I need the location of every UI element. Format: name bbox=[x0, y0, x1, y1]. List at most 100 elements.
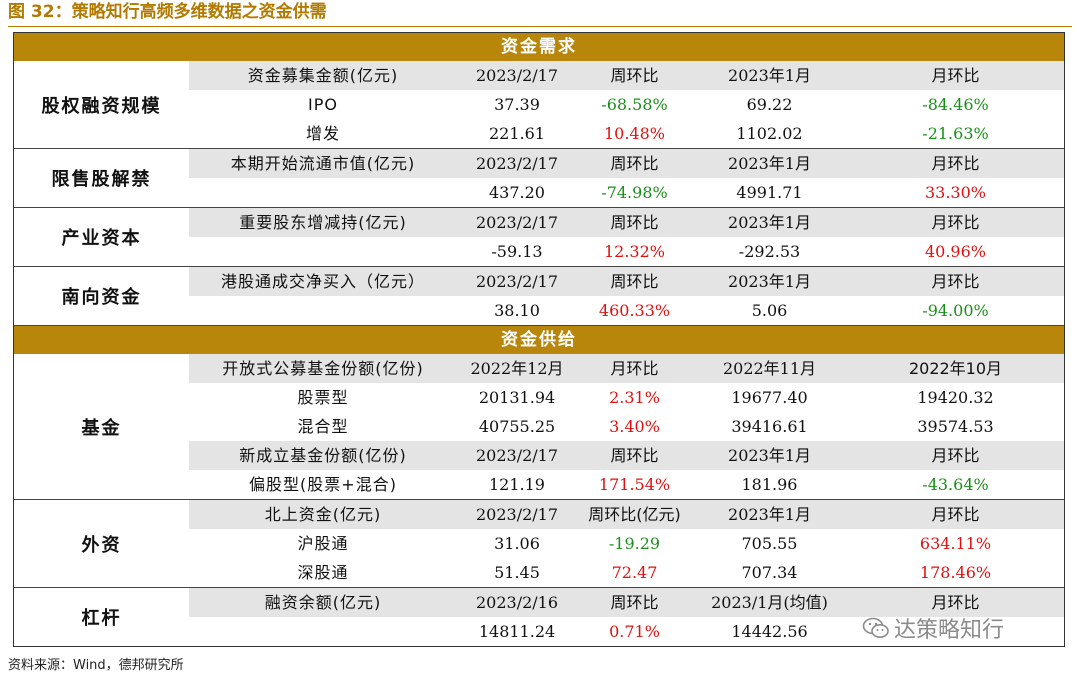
table-cell bbox=[189, 237, 457, 266]
table-cell: 33.30% bbox=[924, 183, 986, 202]
table-cell: 本期开始流通市值(亿元) bbox=[230, 154, 416, 173]
table-cell: 增发 bbox=[305, 124, 340, 143]
table-cell: -21.63% bbox=[922, 124, 989, 143]
table-cell: 周环比 bbox=[610, 593, 659, 612]
table-cell: 39416.61 bbox=[731, 417, 808, 436]
table-cell: 121.19 bbox=[489, 475, 545, 494]
table-cell: 4991.71 bbox=[736, 183, 803, 202]
table-cell: 12.32% bbox=[603, 242, 665, 261]
table-row: 增发 221.61 10.48% 1102.02 -21.63% bbox=[189, 119, 1064, 148]
table-cell: 开放式公募基金份额(亿份) bbox=[222, 359, 424, 378]
table-cell: 2023/2/17 bbox=[475, 213, 559, 232]
supply-banner: 资金供给 bbox=[14, 326, 1064, 354]
table-cell: 178.46% bbox=[919, 563, 992, 582]
table-row: 14811.24 0.71% 14442.56 bbox=[189, 617, 1064, 646]
table-cell: -43.64% bbox=[922, 475, 989, 494]
table-header-row: 本期开始流通市值(亿元) 2023/2/17 周环比 2023年1月 月环比 bbox=[189, 149, 1064, 178]
table-cell: 周环比 bbox=[610, 446, 659, 465]
table-cell: 周环比 bbox=[610, 213, 659, 232]
table-cell: 51.45 bbox=[494, 563, 540, 582]
table-cell: 2023/2/17 bbox=[475, 446, 559, 465]
table-cell: 月环比 bbox=[931, 66, 980, 85]
table-cell: 月环比 bbox=[931, 505, 980, 524]
table-header-row: 融资余额(亿元) 2023/2/16 周环比 2023/1月(均值) 月环比 bbox=[189, 588, 1064, 617]
table-cell: 月环比 bbox=[610, 359, 659, 378]
table-cell: 月环比 bbox=[931, 593, 980, 612]
watermark-text: 达策略知行 bbox=[894, 618, 1005, 643]
table-cell: 2023年1月 bbox=[728, 272, 811, 291]
demand-banner: 资金需求 bbox=[14, 33, 1064, 61]
section-name: 股权融资规模 bbox=[41, 95, 162, 117]
table-cell: 港股通成交净买入（亿元） bbox=[220, 272, 425, 291]
table-cell: 460.33% bbox=[598, 301, 671, 320]
section-name: 南向资金 bbox=[61, 287, 142, 308]
table-header-row: 资金募集金额(亿元) 2023/2/17 周环比 2023年1月 月环比 bbox=[189, 61, 1064, 90]
table-row: -59.13 12.32% -292.53 40.96% bbox=[189, 237, 1064, 266]
supply-section: 杠杆 融资余额(亿元) 2023/2/16 周环比 2023/1月(均值) 月环比 1481… bbox=[14, 588, 1064, 646]
section-name: 外资 bbox=[81, 534, 122, 556]
demand-section: 南向资金 港股通成交净买入（亿元） 2023/2/17 周环比 2023年1月 月环比 38… bbox=[14, 267, 1064, 326]
table-cell: 40755.25 bbox=[478, 417, 556, 436]
table-cell bbox=[189, 178, 457, 207]
table-row: 437.20 -74.98% 4991.71 33.30% bbox=[189, 178, 1064, 207]
table-cell: 2023/2/16 bbox=[475, 593, 559, 612]
supply-section: 基金 开放式公募基金份额(亿份) 2022年12月 月环比 2022年11月 2022年1… bbox=[14, 354, 1064, 500]
table-cell: 重要股东增减持(亿元) bbox=[239, 213, 407, 232]
table-cell: 20131.94 bbox=[478, 388, 556, 407]
table-cell: 偏股型(股票+混合) bbox=[249, 475, 397, 494]
table-cell: -94.00% bbox=[922, 301, 989, 320]
table-cell bbox=[189, 296, 457, 325]
table-cell: -68.58% bbox=[601, 95, 668, 114]
table-cell: 月环比 bbox=[931, 446, 980, 465]
table-cell: 10.48% bbox=[603, 124, 665, 143]
demand-section: 股权融资规模 资金募集金额(亿元) 2023/2/17 周环比 2023年1月 月环比 IP… bbox=[14, 61, 1064, 149]
table-cell: 月环比 bbox=[931, 213, 980, 232]
table-cell bbox=[189, 617, 457, 646]
table-cell: 0.71% bbox=[609, 622, 660, 641]
table-cell: 37.39 bbox=[494, 95, 540, 114]
table-cell: 2023/1月(均值) bbox=[711, 593, 828, 612]
table-cell: 40.96% bbox=[924, 242, 986, 261]
table-cell: 2023年1月 bbox=[728, 66, 811, 85]
table-cell: 69.22 bbox=[746, 95, 793, 114]
figure-title: 图 32：策略知行高频多维数据之资金供需 bbox=[8, 2, 327, 22]
source-note: 资料来源：Wind，德邦研究所 bbox=[8, 658, 184, 673]
table-cell: 融资余额(亿元) bbox=[264, 593, 382, 612]
table-cell: 19677.40 bbox=[731, 388, 808, 407]
table-cell: 沪股通 bbox=[297, 534, 349, 553]
table-cell: 14442.56 bbox=[731, 622, 808, 641]
table-row: 偏股型(股票+混合) 121.19 171.54% 181.96 -43.64% bbox=[189, 470, 1064, 499]
wechat-icon bbox=[862, 617, 889, 638]
table-cell: -84.46% bbox=[922, 95, 989, 114]
table-cell: 2023年1月 bbox=[728, 213, 811, 232]
table-cell: 5.06 bbox=[751, 301, 788, 320]
table-cell: 周环比 bbox=[610, 272, 659, 291]
table-cell: 周环比(亿元) bbox=[588, 505, 681, 524]
table-row: 混合型 40755.25 3.40% 39416.61 39574.53 bbox=[189, 412, 1064, 441]
section-name: 产业资本 bbox=[61, 228, 142, 249]
title-rule bbox=[8, 26, 1072, 27]
table-cell: 月环比 bbox=[931, 272, 980, 291]
table-header-row: 北上资金(亿元) 2023/2/17 周环比(亿元) 2023年1月 月环比 bbox=[189, 500, 1064, 529]
table-cell: 1102.02 bbox=[736, 124, 803, 143]
table-cell: 2022年11月 bbox=[722, 359, 817, 378]
table-cell: 2022年12月 bbox=[470, 359, 564, 378]
table-cell: 资金募集金额(亿元) bbox=[247, 66, 399, 85]
table-cell: 2023年1月 bbox=[728, 154, 811, 173]
table-row: IPO 37.39 -68.58% 69.22 -84.46% bbox=[189, 90, 1064, 119]
table-row: 38.10 460.33% 5.06 -94.00% bbox=[189, 296, 1064, 325]
table-cell: 周环比 bbox=[610, 154, 659, 173]
table-cell: 混合型 bbox=[297, 417, 349, 436]
table-cell: 2023/2/17 bbox=[475, 272, 559, 291]
table-cell: 707.34 bbox=[741, 563, 798, 582]
fund-supply-demand-table: 资金需求 股权融资规模 资金募集金额(亿元) 2023/2/17 周环比 2023年1月月… bbox=[13, 32, 1065, 647]
supply-section: 外资 北上资金(亿元) 2023/2/17 周环比(亿元) 2023年1月 月环比 沪股通 3… bbox=[14, 500, 1064, 588]
table-cell: 周环比 bbox=[610, 66, 659, 85]
table-cell: 2023年1月 bbox=[728, 505, 811, 524]
table-cell: 2023/2/17 bbox=[475, 505, 559, 524]
table-cell: 634.11% bbox=[919, 534, 992, 553]
table-row: 股票型 20131.94 2.31% 19677.40 19420.32 bbox=[189, 383, 1064, 412]
table-cell: -292.53 bbox=[738, 242, 801, 261]
table-cell: 19420.32 bbox=[917, 388, 994, 407]
table-row: 深股通 51.45 72.47 707.34 178.46% bbox=[189, 558, 1064, 587]
